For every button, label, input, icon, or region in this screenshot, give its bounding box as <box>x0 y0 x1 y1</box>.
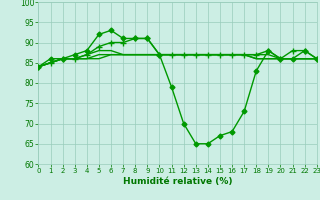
X-axis label: Humidité relative (%): Humidité relative (%) <box>123 177 232 186</box>
